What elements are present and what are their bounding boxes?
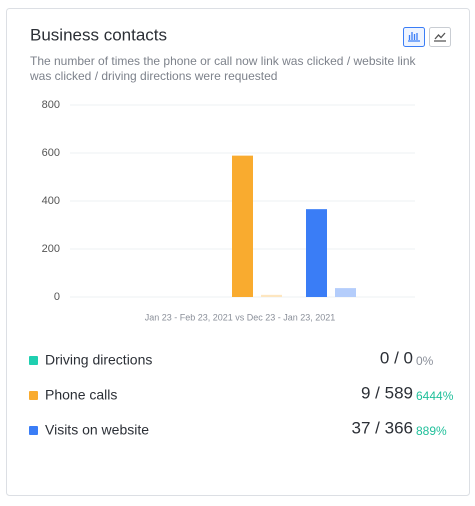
legend-swatch	[29, 426, 38, 435]
bar	[261, 294, 282, 297]
summary-value: 37 / 366	[352, 418, 413, 437]
y-tick-label: 600	[42, 147, 60, 159]
subtitle: The number of times the phone or call no…	[30, 54, 417, 68]
summary-change: 6444%	[416, 389, 454, 403]
bar	[232, 155, 253, 297]
summary-change: 0%	[416, 354, 434, 368]
y-tick-label: 0	[54, 291, 60, 303]
summary-change: 889%	[416, 424, 447, 438]
chart-title: Business contacts	[30, 25, 167, 44]
summary-value: 9 / 589	[361, 383, 413, 402]
legend-label: Phone calls	[45, 387, 117, 403]
y-tick-label: 400	[42, 195, 60, 207]
legend-label: Visits on website	[45, 422, 149, 438]
legend-swatch	[29, 356, 38, 365]
subtitle: was clicked / driving directions were re…	[29, 69, 277, 83]
y-tick-label: 200	[42, 243, 60, 255]
bar	[335, 288, 356, 297]
line-chart-button[interactable]	[429, 27, 451, 47]
x-axis-label: Jan 23 - Feb 23, 2021 vs Dec 23 - Jan 23…	[145, 312, 336, 322]
bar-chart-button[interactable]	[403, 27, 425, 47]
legend-label: Driving directions	[45, 352, 152, 368]
bar	[306, 209, 327, 297]
summary-value: 0 / 0	[380, 348, 413, 367]
y-tick-label: 800	[42, 99, 60, 111]
legend-swatch	[29, 391, 38, 400]
